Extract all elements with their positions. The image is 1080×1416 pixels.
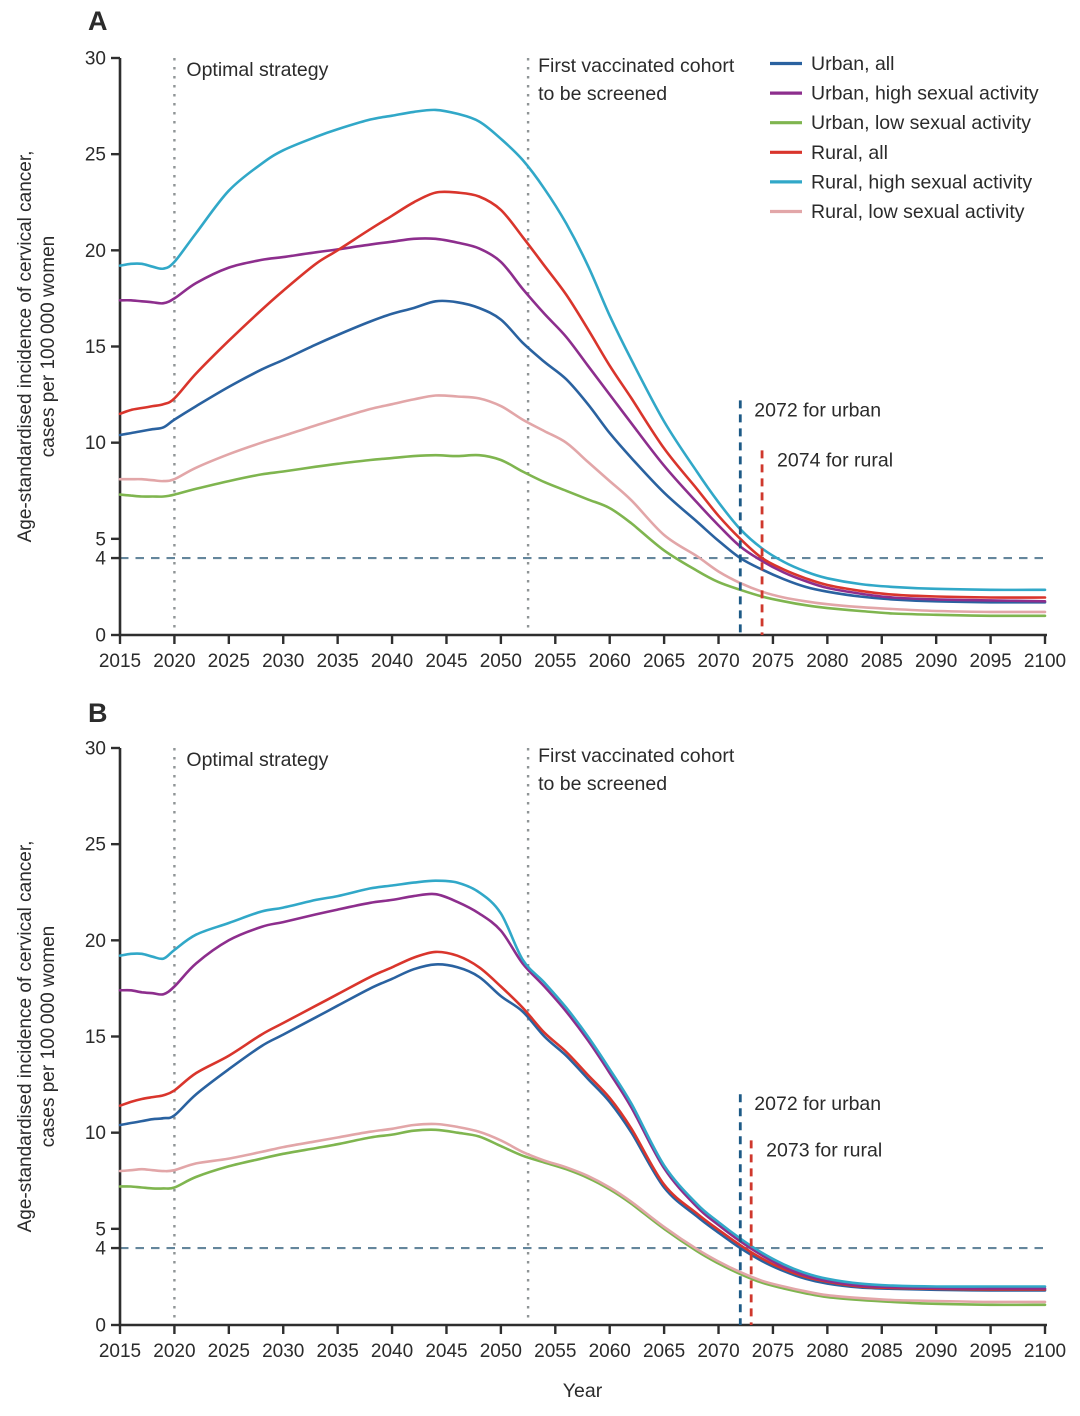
- legend-label-rural-all: Rural, all: [811, 142, 888, 164]
- y-tick-label: 0: [95, 626, 106, 647]
- y-axis-title: cases per 100 000 women: [38, 236, 59, 457]
- series-line-urban-low-sexual-activity: [118, 1128, 1047, 1307]
- x-tick-label: 2060: [589, 651, 631, 672]
- legend-label-urban-all: Urban, all: [811, 53, 894, 75]
- x-tick-label: 2040: [371, 651, 413, 672]
- series-line-rural-all: [118, 190, 1047, 599]
- legend-label-rural-low-sexual-activity: Rural, low sexual activity: [811, 201, 1025, 223]
- y-tick-label: 5: [95, 529, 106, 550]
- y-axis-title: Age-standardised incidence of cervical c…: [15, 841, 36, 1233]
- x-tick-label: 2015: [99, 651, 141, 672]
- y-axis-title: Age-standardised incidence of cervical c…: [15, 151, 36, 543]
- y-tick-label: 10: [85, 1123, 106, 1144]
- series-line-urban-high-sexual-activity: [118, 237, 1047, 603]
- y-tick-label: 0: [95, 1316, 106, 1337]
- optimal-strategy-label: Optimal strategy: [186, 59, 328, 81]
- x-tick-label: 2020: [153, 651, 195, 672]
- x-tick-label: 2050: [480, 651, 522, 672]
- series-line-rural-high-sexual-activity: [118, 879, 1047, 1288]
- x-tick-label: 2095: [969, 651, 1011, 672]
- y-tick-label: 10: [85, 433, 106, 454]
- series-line-rural-low-sexual-activity: [118, 394, 1047, 614]
- x-tick-label: 2025: [208, 651, 250, 672]
- x-tick-label: 2045: [425, 1341, 467, 1362]
- series-line-urban-low-sexual-activity: [118, 453, 1047, 618]
- x-tick-label: 2060: [589, 1341, 631, 1362]
- x-tick-label: 2090: [915, 1341, 957, 1362]
- x-tick-label: 2045: [425, 651, 467, 672]
- y-tick-label: 25: [85, 145, 106, 166]
- x-tick-label: 2070: [697, 651, 739, 672]
- series-line-urban-all: [118, 963, 1047, 1292]
- y-tick-label: 20: [85, 241, 106, 262]
- y-tick-label: 4: [95, 1239, 106, 1260]
- x-tick-label: 2085: [861, 1341, 903, 1362]
- x-tick-label: 2090: [915, 651, 957, 672]
- series-line-rural-all: [118, 950, 1047, 1291]
- x-tick-label: 2035: [317, 651, 359, 672]
- y-tick-label: 4: [95, 549, 106, 570]
- x-tick-label: 2065: [643, 651, 685, 672]
- x-axis-title: Year: [563, 1380, 603, 1402]
- y-tick-label: 30: [85, 49, 106, 70]
- panel-label: A: [88, 6, 108, 36]
- first-cohort-label: to be screened: [538, 83, 667, 105]
- x-tick-label: 2065: [643, 1341, 685, 1362]
- series-line-urban-high-sexual-activity: [118, 892, 1047, 1290]
- x-tick-label: 2030: [262, 1341, 304, 1362]
- y-axis-title: cases per 100 000 women: [38, 926, 59, 1147]
- series-line-rural-low-sexual-activity: [118, 1122, 1047, 1304]
- x-tick-label: 2080: [806, 651, 848, 672]
- x-tick-label: 2100: [1024, 651, 1066, 672]
- legend-label-urban-high-sexual-activity: Urban, high sexual activity: [811, 83, 1039, 105]
- x-tick-label: 2025: [208, 1341, 250, 1362]
- panel-label: B: [88, 698, 108, 728]
- urban-elimination-year-label: 2072 for urban: [754, 1093, 881, 1115]
- x-tick-label: 2050: [480, 1341, 522, 1362]
- rural-elimination-year-label: 2073 for rural: [766, 1139, 882, 1161]
- x-tick-label: 2020: [153, 1341, 195, 1362]
- y-tick-label: 30: [85, 739, 106, 760]
- x-tick-label: 2075: [752, 1341, 794, 1362]
- legend-label-rural-high-sexual-activity: Rural, high sexual activity: [811, 171, 1032, 193]
- x-tick-label: 2095: [969, 1341, 1011, 1362]
- y-tick-label: 25: [85, 835, 106, 856]
- y-tick-label: 15: [85, 337, 106, 358]
- x-tick-label: 2085: [861, 651, 903, 672]
- optimal-strategy-label: Optimal strategy: [186, 749, 328, 771]
- x-tick-label: 2055: [534, 1341, 576, 1362]
- x-tick-label: 2030: [262, 651, 304, 672]
- x-tick-label: 2035: [317, 1341, 359, 1362]
- series-line-rural-high-sexual-activity: [118, 108, 1047, 592]
- first-cohort-label: First vaccinated cohort: [538, 745, 735, 767]
- urban-elimination-year-label: 2072 for urban: [754, 399, 881, 421]
- x-tick-label: 2070: [697, 1341, 739, 1362]
- y-tick-label: 20: [85, 931, 106, 952]
- series-line-urban-all: [118, 299, 1047, 604]
- x-tick-label: 2055: [534, 651, 576, 672]
- x-tick-label: 2080: [806, 1341, 848, 1362]
- x-tick-label: 2015: [99, 1341, 141, 1362]
- y-tick-label: 15: [85, 1027, 106, 1048]
- y-tick-label: 5: [95, 1219, 106, 1240]
- first-cohort-label: First vaccinated cohort: [538, 55, 735, 77]
- first-cohort-label: to be screened: [538, 773, 667, 795]
- x-tick-label: 2040: [371, 1341, 413, 1362]
- x-tick-label: 2100: [1024, 1341, 1066, 1362]
- rural-elimination-year-label: 2074 for rural: [777, 449, 893, 471]
- legend: Urban, all Urban, high sexual activity Urb…: [770, 53, 1039, 223]
- legend-label-urban-low-sexual-activity: Urban, low sexual activity: [811, 112, 1031, 134]
- x-tick-label: 2075: [752, 651, 794, 672]
